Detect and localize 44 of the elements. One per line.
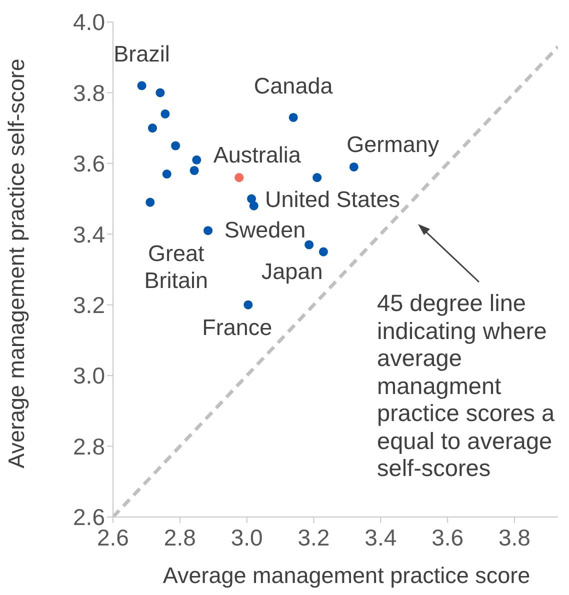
annotation: Brazil	[114, 42, 170, 67]
y-axis-title: Average management practice self-score	[4, 58, 29, 468]
x-tick-label: 3.8	[498, 524, 530, 550]
annotation: France	[202, 314, 272, 340]
y-tick-label: 3.4	[73, 221, 106, 248]
annotation: Australia	[213, 142, 302, 168]
y-tick-label: 2.8	[73, 433, 105, 460]
x-tick-label: 3.4	[364, 524, 397, 550]
annotation: 45 degree line indicating where average managment practice scores a equal to average self-scores	[377, 290, 556, 482]
point	[304, 240, 314, 250]
point	[247, 194, 256, 204]
annotation: Canada	[254, 73, 334, 98]
x-tick-label: 3.6	[432, 524, 464, 550]
point	[234, 173, 244, 182]
y-tick-label: 3.0	[73, 362, 105, 389]
x-tick-label: 3.0	[230, 524, 263, 550]
annotation: Germany	[346, 132, 440, 157]
y-tick-label: 4.0	[73, 9, 105, 36]
point	[162, 170, 172, 179]
point	[312, 173, 322, 182]
y-tick-label: 3.2	[73, 292, 105, 318]
point	[190, 166, 199, 176]
point	[148, 124, 157, 133]
point	[192, 155, 202, 164]
annotation: United States	[264, 186, 400, 212]
point	[244, 300, 253, 310]
point	[156, 88, 165, 98]
point	[160, 109, 170, 118]
point	[249, 201, 258, 210]
annotation: Sweden	[224, 218, 306, 243]
y-tick-label: 3.6	[73, 150, 105, 177]
point	[204, 226, 213, 236]
point	[171, 141, 180, 150]
point	[318, 247, 328, 256]
y-tick-label: 3.8	[73, 80, 105, 106]
point	[146, 198, 155, 207]
x-tick-label: 2.8	[164, 524, 196, 550]
point	[349, 162, 358, 172]
point	[137, 81, 146, 90]
annotation: Great Britain	[144, 240, 208, 293]
x-tick-label: 3.2	[298, 524, 330, 550]
annotation: Japan	[261, 258, 323, 284]
x-axis-title: Average management practice score	[162, 563, 530, 588]
point	[288, 112, 298, 122]
